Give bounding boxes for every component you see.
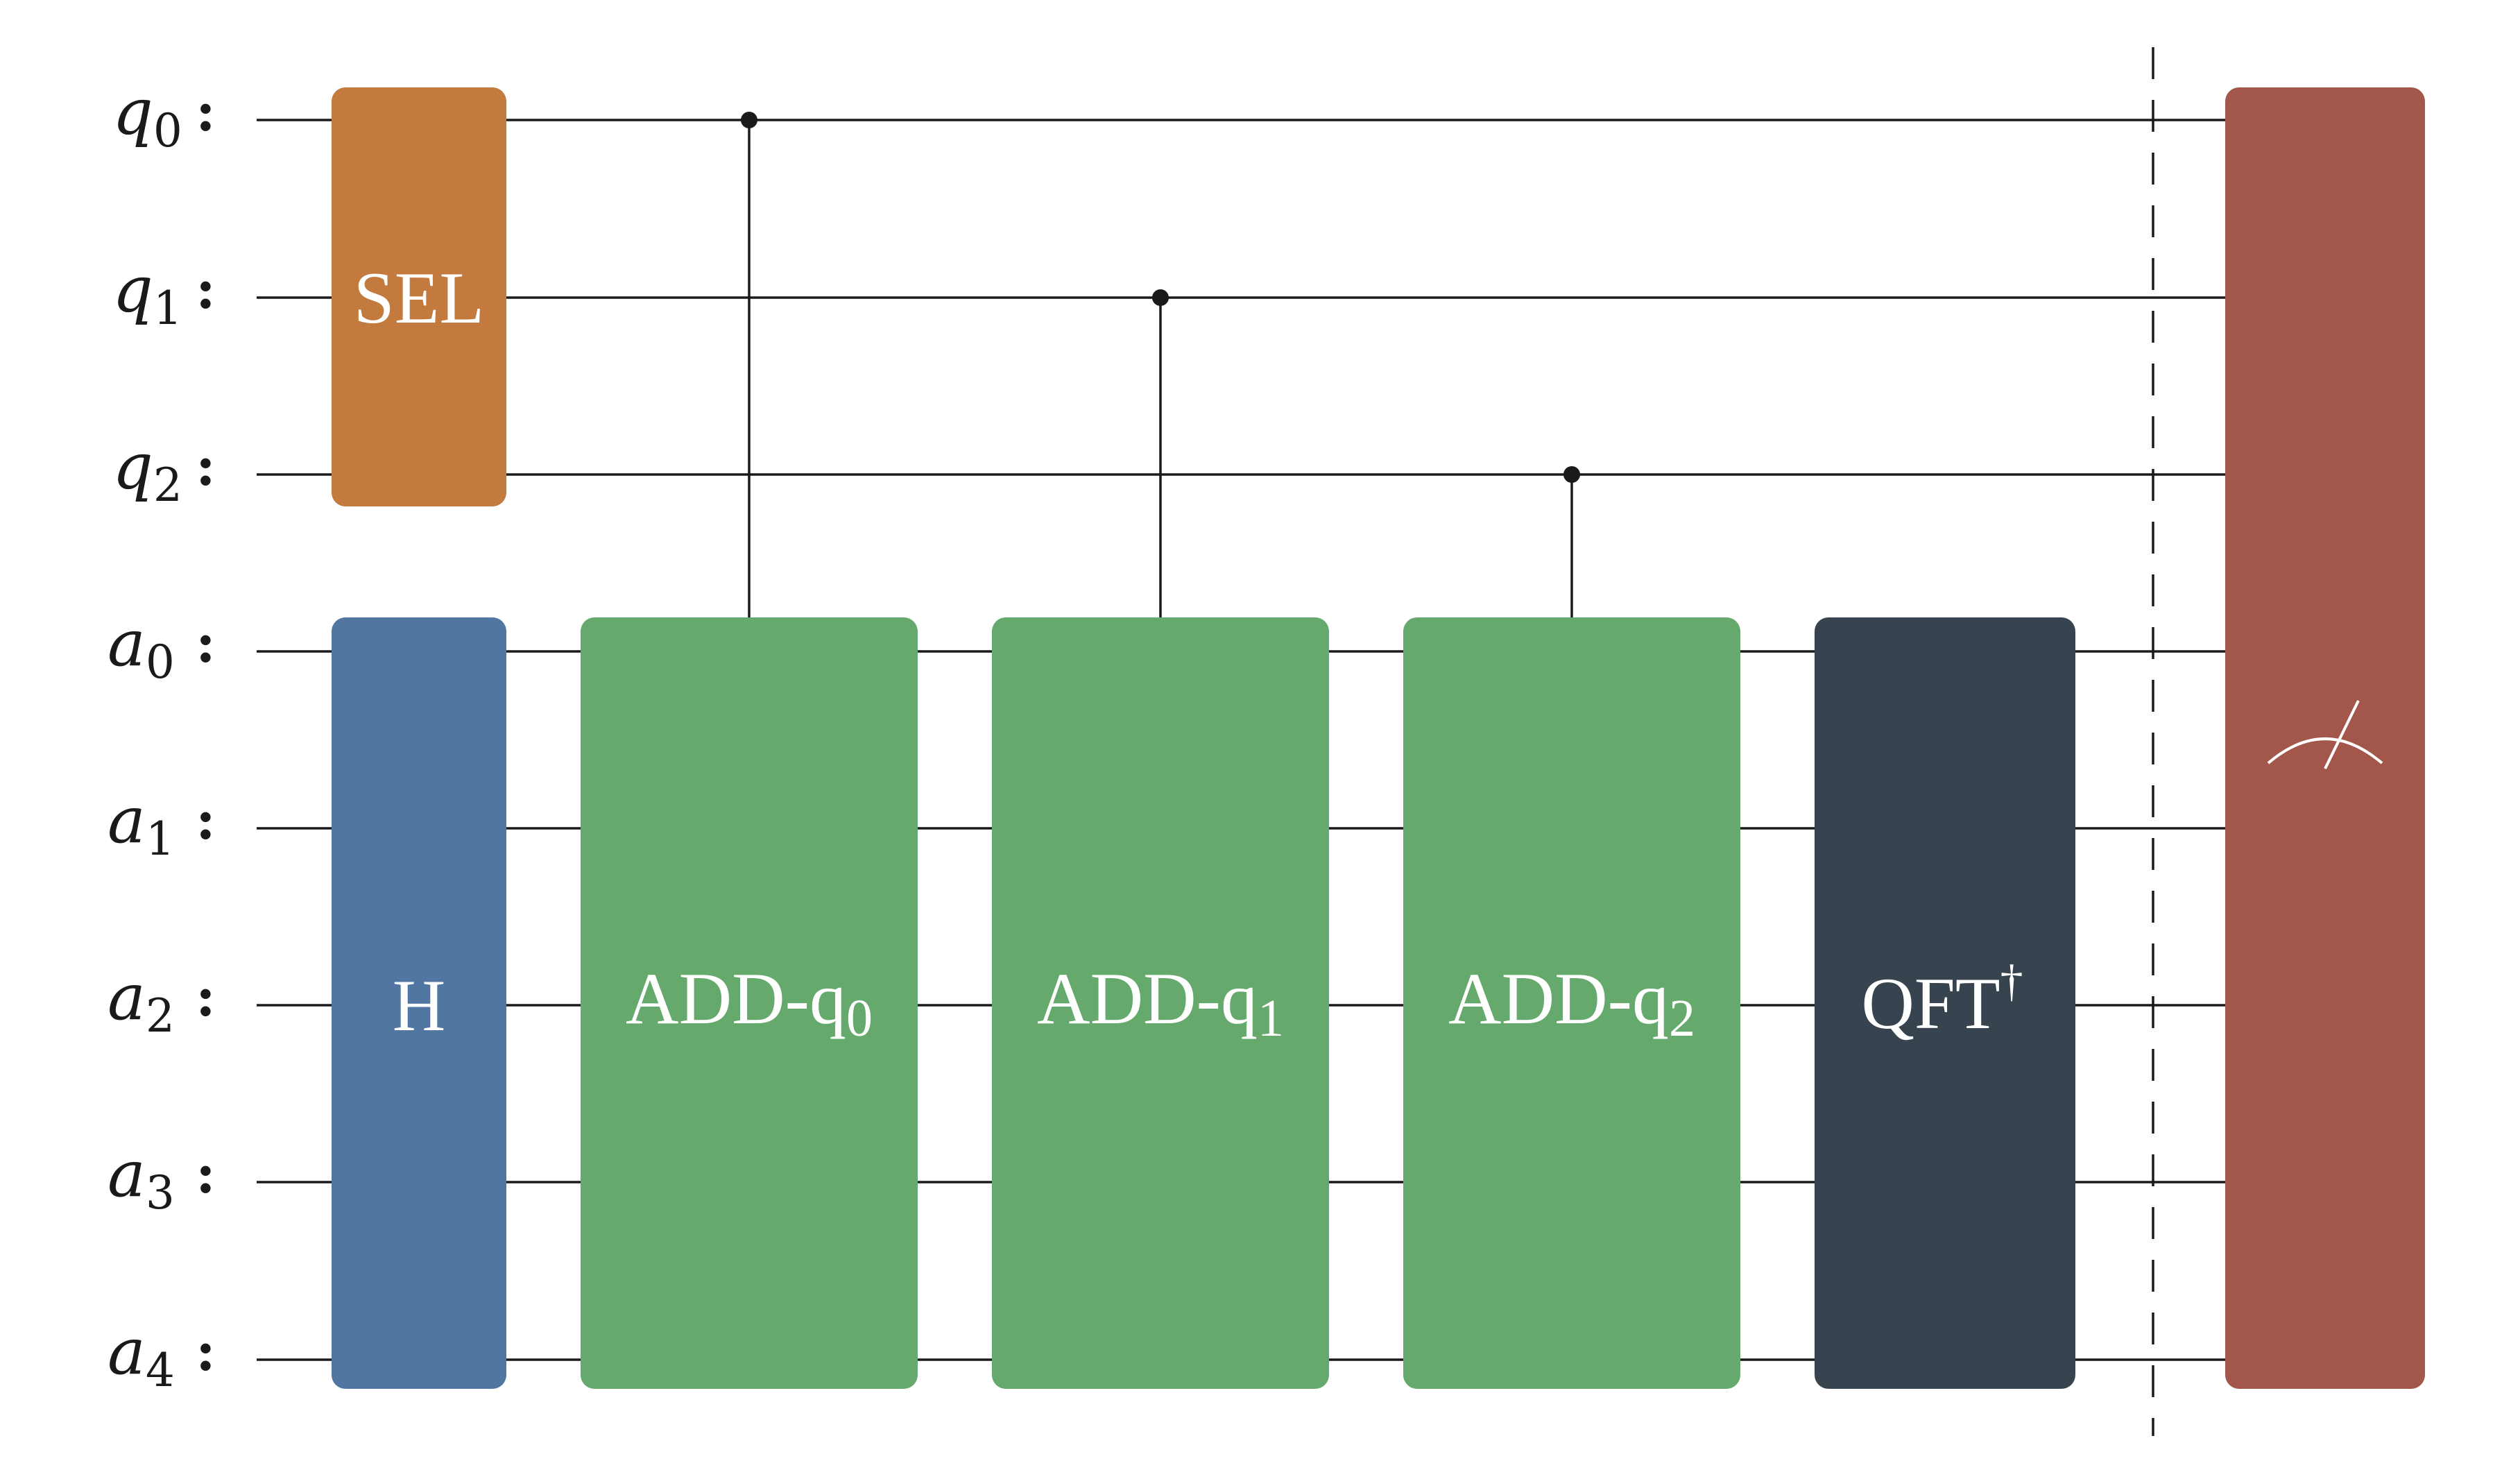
add-q2-gate-box: [1403, 617, 1740, 1389]
control-dot-q2: [1563, 466, 1580, 483]
add-q1-gate-box: [992, 617, 1329, 1389]
add-q1-gate: ADD-q1: [992, 617, 1329, 1389]
qubit-label-q0: q0: [112, 75, 182, 157]
qubit-colon: :: [196, 258, 216, 321]
qubit-colon: :: [196, 1320, 216, 1383]
measurement-gate: [2225, 87, 2425, 1389]
qubit-label-q2: q2: [112, 429, 182, 512]
sel-gate: SEL: [332, 87, 506, 506]
control-dot-q0: [741, 112, 757, 128]
qubit-label-q1: q1: [112, 253, 182, 335]
qubit-colon: :: [196, 966, 216, 1029]
qft-dagger-gate: QFT†: [1815, 617, 2075, 1389]
qubit-label-a3: a3: [108, 1137, 175, 1220]
qubit-label-a4: a4: [108, 1315, 175, 1397]
qft-dagger-gate-box: [1815, 617, 2075, 1389]
sel-gate-label: SEL: [354, 257, 484, 339]
add-q1-gate-label: ADD-q1: [1037, 958, 1284, 1048]
qubit-colon: :: [196, 789, 216, 852]
add-q0-gate-label: ADD-q0: [626, 958, 873, 1048]
add-q0-gate: ADD-q0: [581, 617, 918, 1389]
gates: SEL H ADD-q0 ADD-q1 ADD-q2 QFT†: [332, 87, 2425, 1389]
sel-gate-box: [332, 87, 506, 506]
control-dot-q1: [1152, 289, 1169, 306]
add-q0-gate-box: [581, 617, 918, 1389]
qubit-colon: :: [196, 612, 216, 675]
qubit-labels: q0 : q1 : q2 : a0 : a1 : a2 : a3 : a4 :: [108, 75, 216, 1397]
qft-dagger-gate-label: QFT†: [1861, 956, 2023, 1044]
qubit-colon: :: [196, 80, 216, 144]
measurement-meter-icon: [2267, 700, 2383, 769]
qubit-label-a2: a2: [108, 960, 175, 1043]
controls: [741, 112, 1580, 621]
hadamard-gate-box: [332, 617, 506, 1389]
hadamard-gate: H: [332, 617, 506, 1389]
qubit-label-a0: a0: [108, 606, 175, 689]
hadamard-gate-label: H: [393, 965, 446, 1046]
add-q2-gate-label: ADD-q2: [1448, 958, 1695, 1048]
qubit-colon: :: [196, 1143, 216, 1206]
qubit-colon: :: [196, 435, 216, 498]
qubit-label-a1: a1: [108, 783, 175, 866]
add-q2-gate: ADD-q2: [1403, 617, 1740, 1389]
